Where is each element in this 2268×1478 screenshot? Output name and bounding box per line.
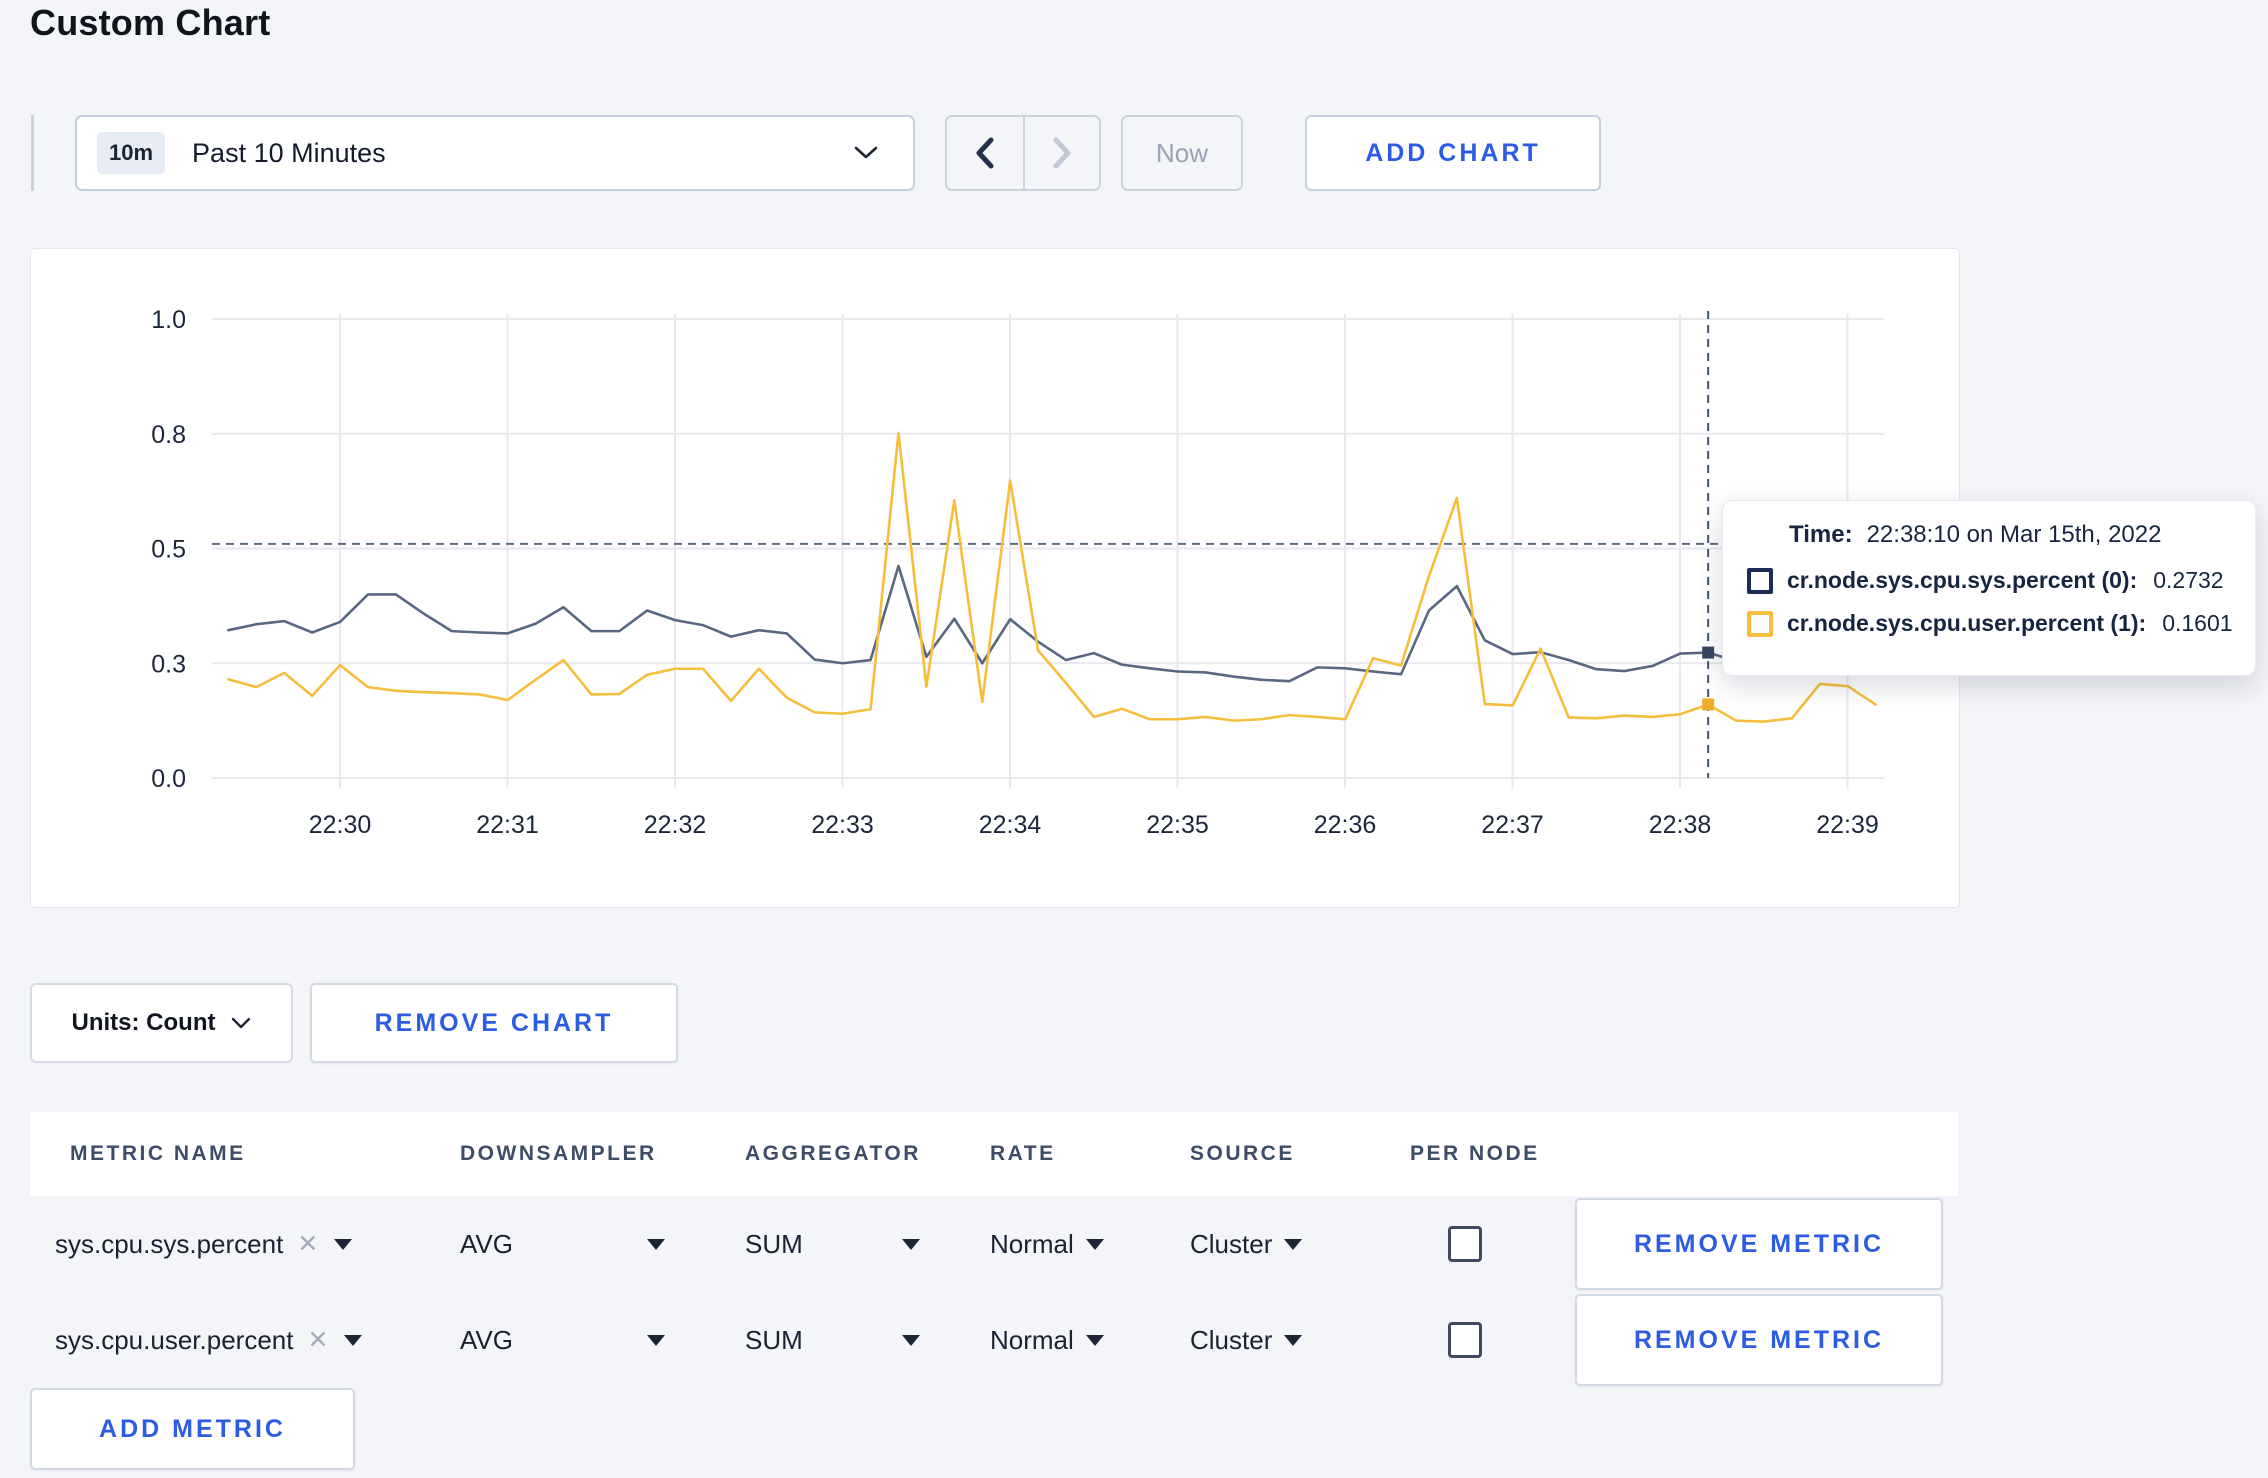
- aggregator-value: SUM: [745, 1228, 803, 1259]
- chart-tooltip: Time: 22:38:10 on Mar 15th, 2022 cr.node.…: [1722, 500, 2256, 676]
- metrics-table-header: METRIC NAME DOWNSAMPLER AGGREGATOR RATE …: [30, 1112, 1958, 1196]
- per-node-checkbox[interactable]: [1448, 1322, 1482, 1358]
- svg-text:22:34: 22:34: [979, 811, 1042, 839]
- svg-text:0.3: 0.3: [151, 650, 186, 678]
- svg-text:22:38: 22:38: [1649, 811, 1712, 839]
- add-chart-button[interactable]: ADD CHART: [1305, 115, 1601, 191]
- tooltip-user-value: 0.1601: [2162, 610, 2233, 636]
- col-header-per-node: PER NODE: [1410, 1142, 1540, 1165]
- aggregator-select[interactable]: SUM: [745, 1325, 920, 1356]
- caret-down-icon: [344, 1334, 363, 1346]
- col-header-aggregator: AGGREGATOR: [745, 1142, 921, 1165]
- chevron-down-icon: [232, 1017, 251, 1028]
- svg-text:0.0: 0.0: [151, 765, 186, 793]
- col-header-downsampler: DOWNSAMPLER: [460, 1142, 657, 1165]
- tooltip-sys-value: 0.2732: [2153, 567, 2224, 593]
- chart-controls: Units: Count REMOVE CHART: [30, 983, 678, 1063]
- user-series-legend-icon: [1747, 610, 1773, 637]
- tooltip-time-value: 22:38:10 on Mar 15th, 2022: [1866, 521, 2162, 548]
- time-range-dropdown[interactable]: 10m Past 10 Minutes: [75, 115, 915, 191]
- metric-row: sys.cpu.sys.percent ✕ AVG SUM Normal Clu…: [30, 1196, 1958, 1292]
- svg-text:22:30: 22:30: [309, 811, 372, 839]
- svg-text:0.5: 0.5: [151, 536, 186, 564]
- caret-down-icon: [1284, 1238, 1303, 1250]
- rate-select[interactable]: Normal: [990, 1325, 1190, 1356]
- caret-down-icon: [902, 1238, 920, 1250]
- chevron-right-icon: [1053, 137, 1071, 169]
- sys-series-legend-icon: [1747, 567, 1773, 594]
- aggregator-select[interactable]: SUM: [745, 1229, 920, 1260]
- tooltip-sys-name: cr.node.sys.cpu.sys.percent (0):: [1787, 567, 2138, 593]
- prev-range-button[interactable]: [947, 117, 1023, 189]
- clear-metric-icon[interactable]: ✕: [297, 1230, 319, 1258]
- chevron-left-icon: [976, 137, 994, 169]
- tooltip-series-user: cr.node.sys.cpu.user.percent (1): 0.1601: [1747, 610, 2233, 637]
- svg-text:22:32: 22:32: [644, 811, 707, 839]
- chevron-down-icon: [854, 146, 878, 159]
- time-range-label: Past 10 Minutes: [192, 137, 386, 168]
- time-pager: [945, 115, 1101, 191]
- svg-text:22:37: 22:37: [1481, 811, 1544, 839]
- page-title: Custom Chart: [30, 2, 271, 43]
- downsampler-value: AVG: [460, 1228, 513, 1259]
- chart-panel: 0.0 0.3 0.5 0.8 1.0 22:30 22:31 22:32 22:33 22:34…: [30, 248, 1960, 908]
- col-header-metric-name: METRIC NAME: [70, 1142, 246, 1165]
- metric-name-select[interactable]: sys.cpu.sys.percent ✕: [55, 1229, 460, 1260]
- svg-text:1.0: 1.0: [151, 306, 186, 334]
- toolbar: 10m Past 10 Minutes Now ADD CHART: [31, 115, 1601, 191]
- metric-row: sys.cpu.user.percent ✕ AVG SUM Normal Cl…: [30, 1292, 1958, 1388]
- metric-name-value: sys.cpu.sys.percent: [55, 1228, 284, 1259]
- col-header-source: SOURCE: [1190, 1142, 1295, 1165]
- downsampler-select[interactable]: AVG: [460, 1229, 665, 1260]
- caret-down-icon: [1085, 1238, 1104, 1250]
- downsampler-value: AVG: [460, 1324, 513, 1355]
- tooltip-user-name: cr.node.sys.cpu.user.percent (1):: [1787, 610, 2147, 636]
- downsampler-select[interactable]: AVG: [460, 1325, 665, 1356]
- metric-name-select[interactable]: sys.cpu.user.percent ✕: [55, 1325, 460, 1356]
- caret-down-icon: [334, 1238, 353, 1250]
- metrics-table: METRIC NAME DOWNSAMPLER AGGREGATOR RATE …: [30, 1112, 1958, 1388]
- units-dropdown[interactable]: Units: Count: [30, 983, 293, 1063]
- tooltip-time-label: Time:: [1789, 521, 1853, 548]
- caret-down-icon: [1284, 1334, 1303, 1346]
- caret-down-icon: [647, 1238, 665, 1250]
- caret-down-icon: [1085, 1334, 1104, 1346]
- caret-down-icon: [902, 1334, 920, 1346]
- units-label: Units: Count: [71, 1009, 216, 1036]
- remove-metric-button[interactable]: REMOVE METRIC: [1575, 1294, 1943, 1386]
- tooltip-series-sys: cr.node.sys.cpu.sys.percent (0): 0.2732: [1747, 567, 2231, 594]
- toolbar-divider: [31, 115, 34, 191]
- source-value: Cluster: [1190, 1228, 1273, 1259]
- clear-metric-icon[interactable]: ✕: [307, 1326, 329, 1354]
- per-node-checkbox[interactable]: [1448, 1226, 1482, 1262]
- source-select[interactable]: Cluster: [1190, 1229, 1410, 1260]
- svg-text:22:36: 22:36: [1314, 811, 1377, 839]
- caret-down-icon: [647, 1334, 665, 1346]
- next-range-button[interactable]: [1023, 117, 1099, 189]
- chart-plot[interactable]: 0.0 0.3 0.5 0.8 1.0 22:30 22:31 22:32 22:33 22:34…: [31, 249, 1959, 907]
- remove-metric-button[interactable]: REMOVE METRIC: [1575, 1198, 1943, 1290]
- svg-text:22:35: 22:35: [1146, 811, 1209, 839]
- svg-text:22:39: 22:39: [1816, 811, 1879, 839]
- svg-text:0.8: 0.8: [151, 421, 186, 449]
- rate-value: Normal: [990, 1324, 1074, 1355]
- tooltip-time: Time: 22:38:10 on Mar 15th, 2022: [1747, 521, 2231, 549]
- svg-text:22:31: 22:31: [476, 811, 539, 839]
- source-value: Cluster: [1190, 1324, 1273, 1355]
- rate-select[interactable]: Normal: [990, 1229, 1190, 1260]
- aggregator-value: SUM: [745, 1324, 803, 1355]
- source-select[interactable]: Cluster: [1190, 1325, 1410, 1356]
- rate-value: Normal: [990, 1228, 1074, 1259]
- time-range-badge: 10m: [97, 132, 166, 174]
- metric-name-value: sys.cpu.user.percent: [55, 1324, 294, 1355]
- now-button[interactable]: Now: [1121, 115, 1243, 191]
- add-metric-button[interactable]: ADD METRIC: [30, 1388, 355, 1470]
- svg-text:22:33: 22:33: [811, 811, 874, 839]
- col-header-rate: RATE: [990, 1142, 1056, 1165]
- remove-chart-button[interactable]: REMOVE CHART: [310, 983, 678, 1063]
